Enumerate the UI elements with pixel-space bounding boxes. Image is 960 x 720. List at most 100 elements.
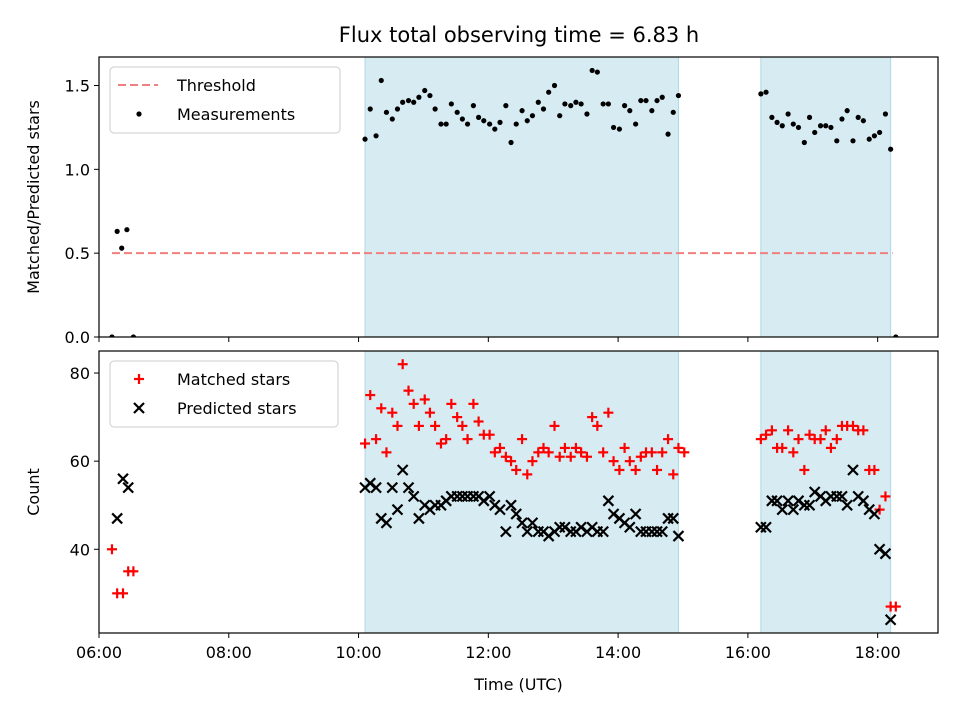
measurement-point (454, 109, 460, 115)
measurement-point (367, 106, 373, 112)
matched-star-point (565, 451, 576, 462)
measurement-point (584, 111, 590, 117)
matched-star-point (517, 434, 528, 445)
measurement-point (378, 77, 384, 84)
observing-window-band (365, 57, 679, 337)
predicted-star-point-b (391, 503, 404, 516)
legend: Matched stars Predicted stars (109, 360, 339, 428)
predicted-star-point-b (624, 521, 636, 534)
predicted-star-point-b (803, 499, 816, 511)
predicted-star-point-b (771, 495, 783, 507)
measurement-point (540, 106, 547, 112)
matched-star-point (381, 447, 392, 458)
x-tick-label: 12:00 (465, 643, 511, 662)
measurement-point (860, 118, 866, 124)
predicted-star-point-b (597, 525, 609, 538)
predicted-star-point-b (884, 614, 897, 626)
matched-star-point (673, 442, 684, 453)
predicted-star-point (494, 503, 506, 516)
predicted-star-point (667, 512, 680, 525)
matched-star-point (554, 451, 565, 462)
predicted-star-point (521, 525, 534, 538)
measurement-point (114, 228, 120, 234)
measurement-point (481, 118, 487, 124)
measurement-point (448, 101, 454, 107)
y-tick-label: 0.5 (65, 244, 90, 263)
matched-star-point (430, 420, 441, 431)
predicted-star-point-b (559, 521, 571, 534)
predicted-star-point-b (868, 508, 881, 520)
matched-star-point (581, 451, 592, 462)
matched-star-point (538, 442, 549, 453)
matched-star-point (559, 442, 570, 453)
matched-star-point (825, 442, 836, 453)
x-axis-label: Time (UTC) (473, 675, 562, 694)
plot-frame (98, 56, 939, 338)
predicted-star-point (836, 490, 848, 503)
matched-star-point (387, 407, 398, 418)
measurement-point (801, 139, 807, 146)
measurement-point (839, 116, 845, 122)
predicted-star-point-b (402, 481, 415, 494)
predicted-star-point-b (396, 464, 409, 476)
predicted-star-point (782, 495, 794, 507)
matched-star-point (570, 442, 581, 453)
predicted-star-point-b (873, 543, 886, 556)
measurement-point (459, 116, 465, 122)
measurement-point (529, 113, 536, 119)
measurement-point (546, 89, 552, 95)
predicted-star-point-b (407, 490, 420, 503)
predicted-star-point-b (836, 490, 848, 503)
matched-star-point (473, 416, 484, 427)
predicted-star-point-b (776, 503, 789, 516)
matched-star-point (657, 447, 668, 458)
predicted-star-point (868, 508, 881, 520)
matched-star-point (603, 407, 614, 418)
predicted-star-point-b (857, 495, 870, 507)
predicted-star-point-b (500, 525, 512, 538)
measurement-point (416, 94, 422, 100)
predicted-star-point-b (386, 481, 399, 494)
measurement-point (551, 82, 558, 89)
predicted-star-point-b (521, 525, 534, 538)
matched-star-point (403, 385, 414, 396)
measurement-point (594, 69, 600, 75)
matched-star-point (413, 420, 424, 431)
y-tick-label: 1.5 (65, 77, 90, 96)
measurement-point (503, 103, 509, 109)
predicted-star-point (505, 499, 517, 511)
matched-star-point (858, 425, 869, 436)
predicted-star-point (624, 521, 636, 534)
predicted-star-point-b (792, 495, 805, 507)
matched-star-point (452, 412, 463, 423)
legend-swatch-b (133, 402, 145, 414)
measurement-point (573, 99, 579, 105)
measurement-point (535, 99, 541, 105)
matched-star-point (128, 566, 139, 577)
matched-star-point (500, 451, 511, 462)
predicted-star-point-b (111, 512, 123, 525)
matched-star-point (869, 464, 880, 475)
predicted-star-point (370, 481, 382, 494)
y-tick-label: 80 (70, 364, 90, 383)
measurement-point (389, 116, 395, 122)
predicted-star-point-b (808, 486, 821, 498)
y-axis-label: Matched/Predicted stars (24, 100, 43, 294)
predicted-star-point (847, 464, 859, 476)
predicted-star-point-b (847, 464, 859, 476)
matched-star-point (495, 442, 506, 453)
predicted-star-point-b (122, 481, 134, 494)
measurement-point (828, 124, 834, 131)
measurement-point (130, 334, 136, 337)
matched-star-point (527, 456, 538, 467)
predicted-star-point (413, 512, 425, 525)
measurement-point (850, 138, 856, 144)
measurement-point (616, 126, 623, 132)
legend: Threshold Measurements (109, 66, 341, 134)
matched-star-point (630, 464, 641, 475)
matched-star-point (484, 429, 495, 440)
predicted-star-point-b (510, 508, 523, 520)
legend-label: Threshold (176, 76, 256, 95)
legend-swatch (134, 374, 144, 384)
